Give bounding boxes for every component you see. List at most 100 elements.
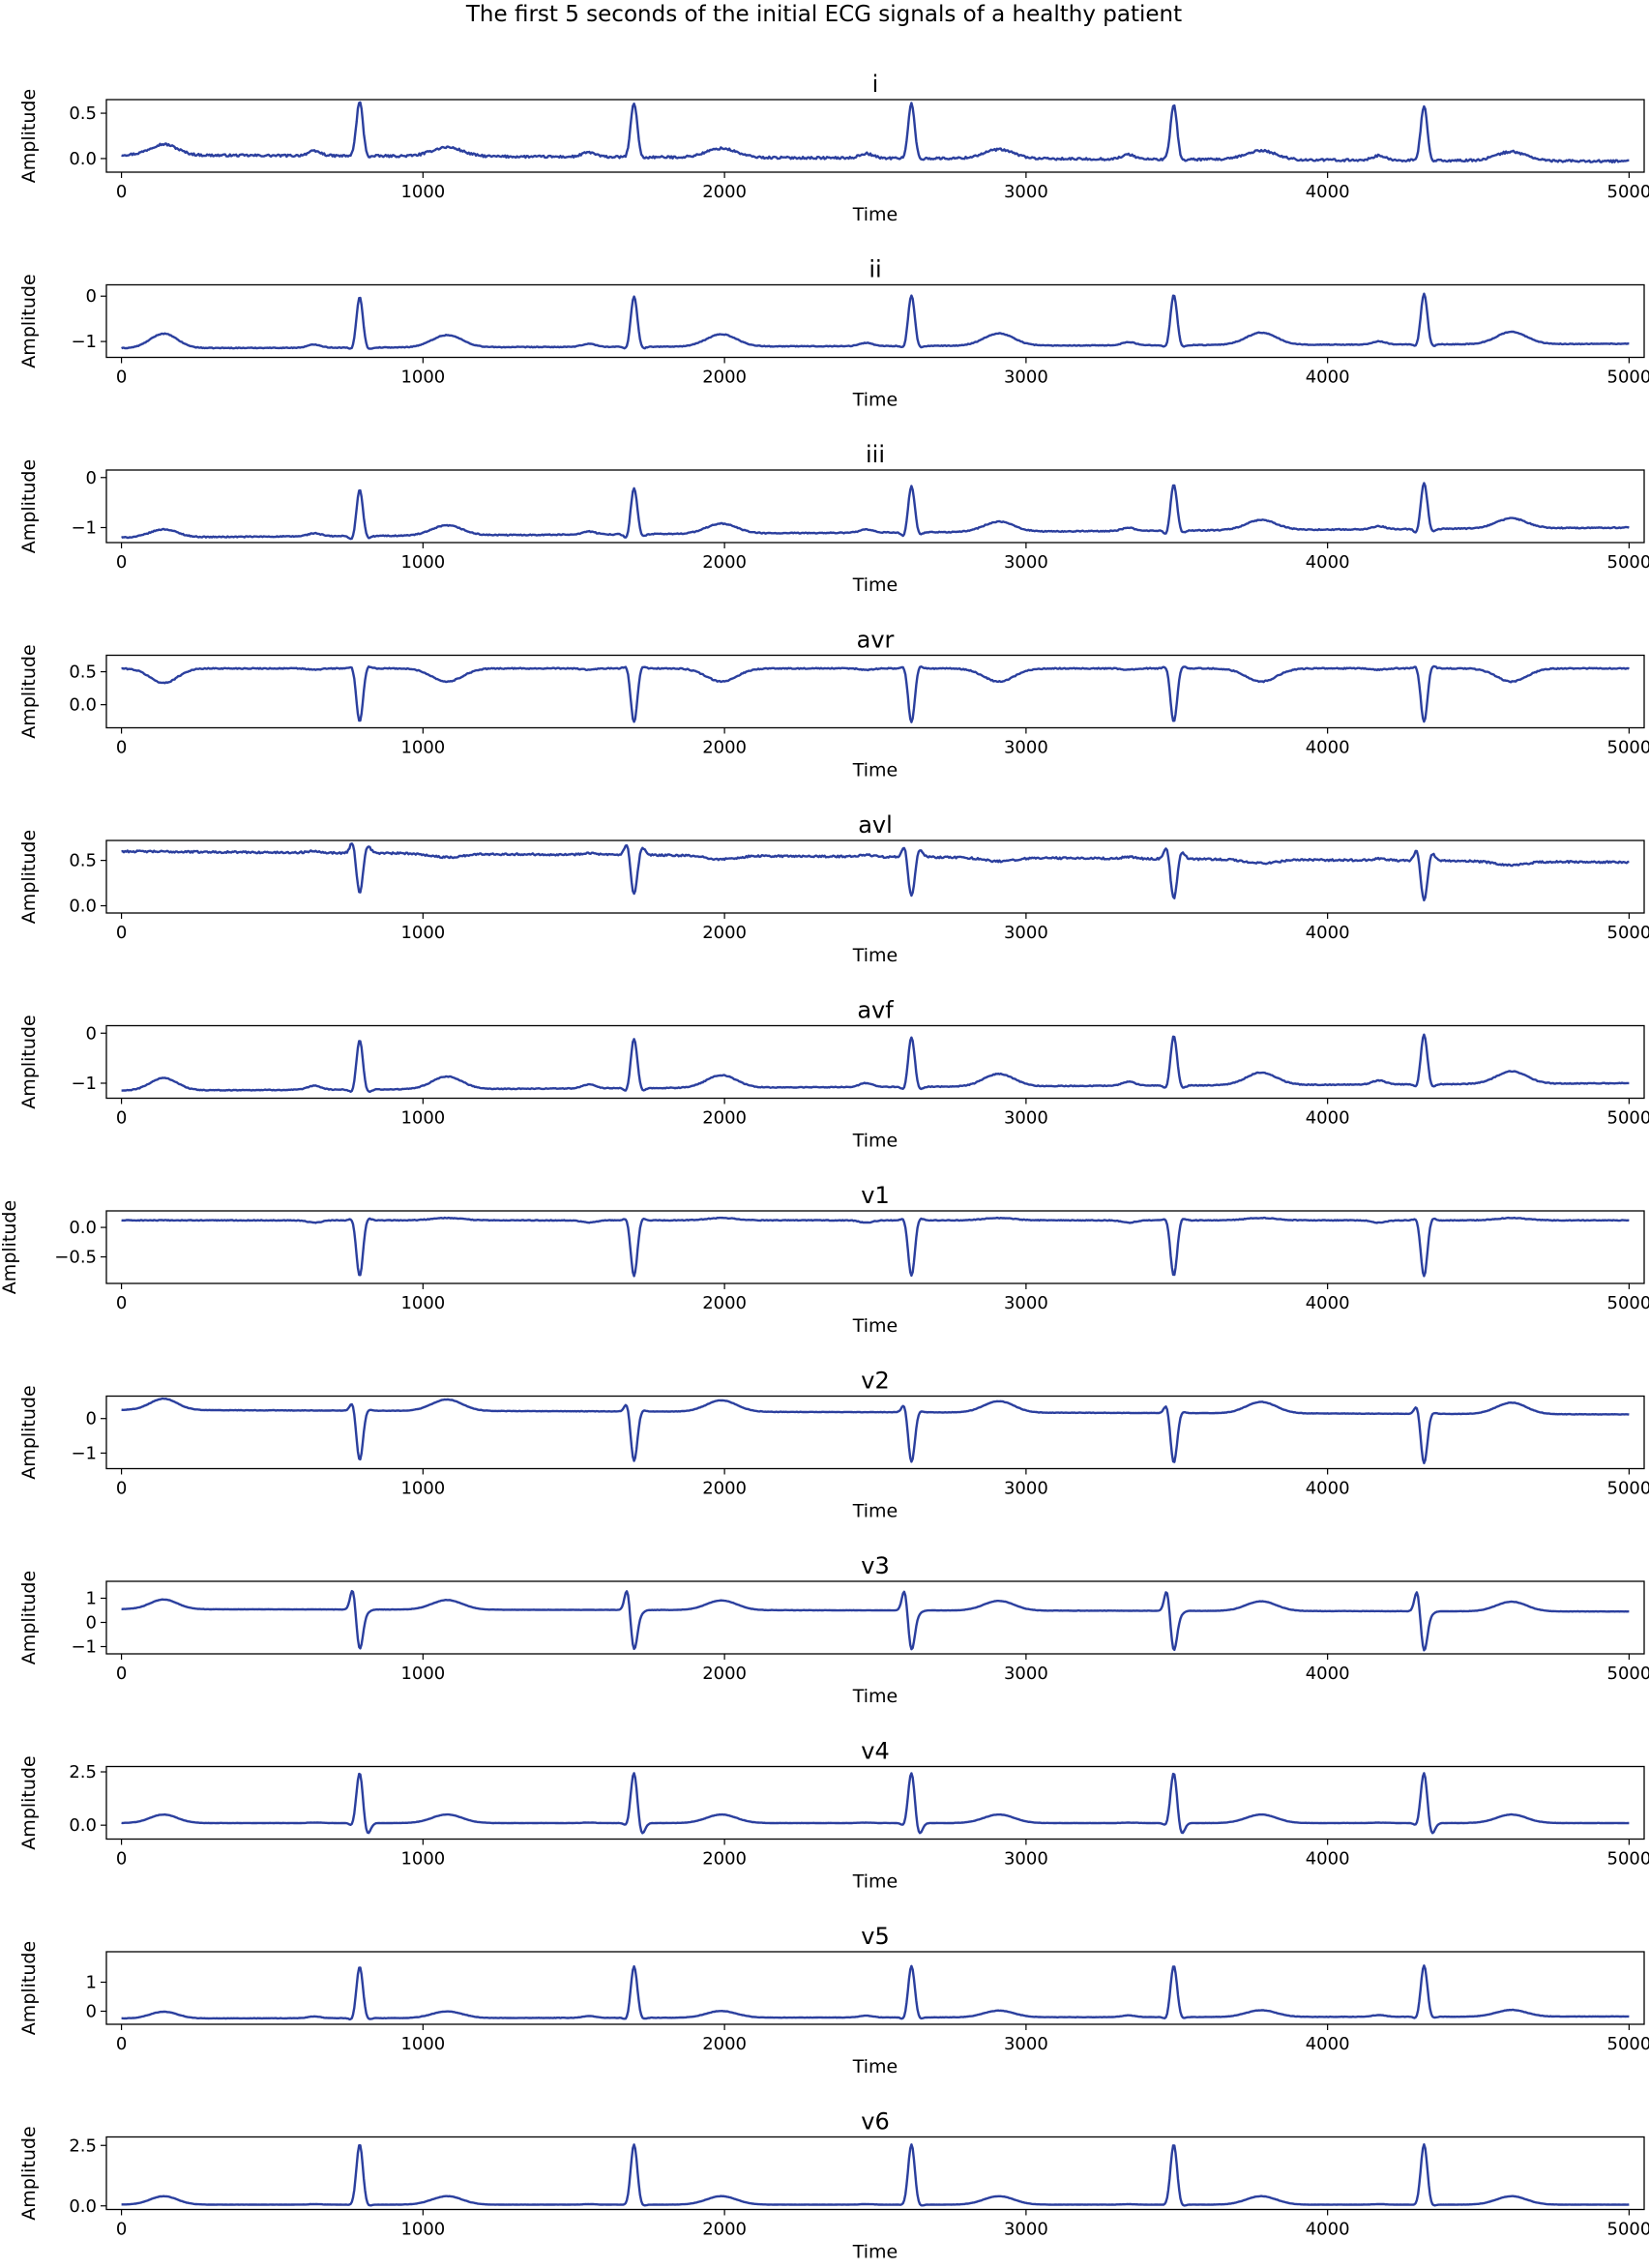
axes-frame [105,654,1645,729]
x-tick-label: 5000 [1607,182,1649,202]
y-tick-label: −1 [71,1074,97,1094]
y-axis-label: Amplitude [18,1385,40,1479]
series-line-avr [121,664,1631,723]
axes-frame [105,283,1645,359]
x-tick-label: 1000 [400,1108,445,1129]
x-axis-label: Time [852,390,898,411]
x-tick-label: 2000 [702,1108,747,1129]
x-tick-label: 5000 [1607,368,1649,388]
panel-i: i 0 1000 2000 3000 4000 5000 0.0 0.5 Time Amplitud… [18,71,1649,225]
panel-avf: avf 0 1000 2000 3000 4000 5000 −1 0 Time Amplitude [18,997,1649,1152]
x-tick-label: 2000 [702,552,747,573]
x-tick-label: 5000 [1607,2220,1649,2240]
y-tick-label: 0.0 [69,897,97,917]
panel-title: i [872,71,879,98]
y-tick-label: 0 [86,468,97,488]
x-tick-label: 2000 [702,738,747,758]
y-tick-label: 1 [86,1589,97,1609]
x-axis-label: Time [852,945,898,966]
x-tick-label: 3000 [1004,2034,1048,2054]
x-tick-label: 3000 [1004,923,1048,943]
x-tick-label: 4000 [1306,552,1350,573]
y-tick-label: 0.0 [69,695,97,716]
y-tick-label: 0 [86,2002,97,2022]
x-tick-label: 3000 [1004,552,1048,573]
x-tick-label: 4000 [1306,738,1350,758]
y-tick-label: 0.0 [69,2196,97,2217]
panel-v4: v4 0 1000 2000 3000 4000 5000 0.0 2.5 Time Amplitu… [18,1738,1649,1893]
x-tick-label: 0 [116,1293,127,1313]
x-tick-label: 3000 [1004,1108,1048,1129]
x-tick-label: 0 [116,368,127,388]
x-tick-label: 1000 [400,1293,445,1313]
y-tick-label: 0 [86,1409,97,1429]
panel-title: v2 [861,1368,889,1395]
series-line-v5 [121,1964,1630,2021]
series-line-i [121,101,1630,164]
x-axis-label: Time [852,1501,898,1522]
x-tick-label: 1000 [400,552,445,573]
x-tick-label: 1000 [400,1479,445,1499]
x-axis-label: Time [852,204,898,225]
y-axis-label: Amplitude [18,1571,40,1664]
panels: i0 1000 2000 3000 4000 50000.00.5TimeAmplitud… [0,71,1649,2263]
panel-v2: v2 0 1000 2000 3000 4000 5000 −1 0 Time Amplitude [18,1368,1649,1522]
x-axis-label: Time [852,2242,898,2263]
series-line-v1 [121,1216,1630,1278]
y-tick-label: −1 [71,1443,97,1463]
x-tick-label: 4000 [1306,2220,1350,2240]
x-tick-label: 4000 [1306,1479,1350,1499]
axes-frame [105,1580,1645,1655]
x-tick-label: 4000 [1306,923,1350,943]
figure-title: The first 5 seconds of the initial ECG s… [465,2,1182,27]
x-tick-label: 0 [116,2220,127,2240]
panel-title: avl [858,811,893,839]
panel-title: v3 [861,1552,889,1579]
y-axis-label: Amplitude [0,1200,20,1294]
y-tick-label: 0 [86,1613,97,1634]
x-axis-label: Time [852,574,898,596]
panel-avr: avr 0 1000 2000 3000 4000 5000 0.0 0.5 Time Amplit… [18,627,1649,781]
y-tick-label: 2.5 [69,1762,97,1782]
x-tick-label: 5000 [1607,1849,1649,1870]
x-tick-label: 1000 [400,2220,445,2240]
x-tick-label: 3000 [1004,1479,1048,1499]
panel-title: v4 [861,1738,889,1765]
y-tick-label: 0.5 [69,103,97,124]
series-line-v6 [121,2142,1630,2207]
x-tick-label: 0 [116,552,127,573]
y-tick-label: 0.5 [69,851,97,871]
x-tick-label: 5000 [1607,923,1649,943]
x-tick-label: 1000 [400,923,445,943]
y-tick-label: 2.5 [69,2135,97,2156]
x-tick-label: 0 [116,1849,127,1870]
x-tick-label: 2000 [702,2034,747,2054]
series-line-v4 [121,1772,1630,1835]
panel-title: avf [857,997,894,1024]
y-tick-label: −1 [71,517,97,538]
x-tick-label: 2000 [702,368,747,388]
panel-title: iii [866,441,885,468]
x-tick-label: 2000 [702,1664,747,1684]
y-tick-label: 0.0 [69,1815,97,1836]
x-axis-label: Time [852,760,898,781]
y-axis-label: Amplitude [18,1755,40,1849]
x-tick-label: 4000 [1306,1664,1350,1684]
panel-v1: v1 0 1000 2000 3000 4000 5000 −0.5 0.0 Time Amplit… [0,1182,1649,1337]
x-tick-label: 2000 [702,1293,747,1313]
x-tick-label: 4000 [1306,368,1350,388]
series-line-v3 [121,1589,1630,1652]
y-axis-label: Amplitude [18,274,40,368]
x-tick-label: 1000 [400,368,445,388]
y-tick-label: −1 [71,332,97,352]
x-tick-label: 0 [116,1108,127,1129]
x-tick-label: 0 [116,2034,127,2054]
x-tick-label: 3000 [1004,738,1048,758]
x-tick-label: 3000 [1004,182,1048,202]
x-axis-label: Time [852,1315,898,1337]
panel-ii: ii 0 1000 2000 3000 4000 5000 −1 0 Time Amplitude [18,256,1649,411]
x-tick-label: 4000 [1306,2034,1350,2054]
panel-avl: avl 0 1000 2000 3000 4000 5000 0.0 0.5 Time Amplit… [18,811,1649,966]
axes-frame [105,1395,1645,1470]
y-axis-label: Amplitude [18,1941,40,2035]
